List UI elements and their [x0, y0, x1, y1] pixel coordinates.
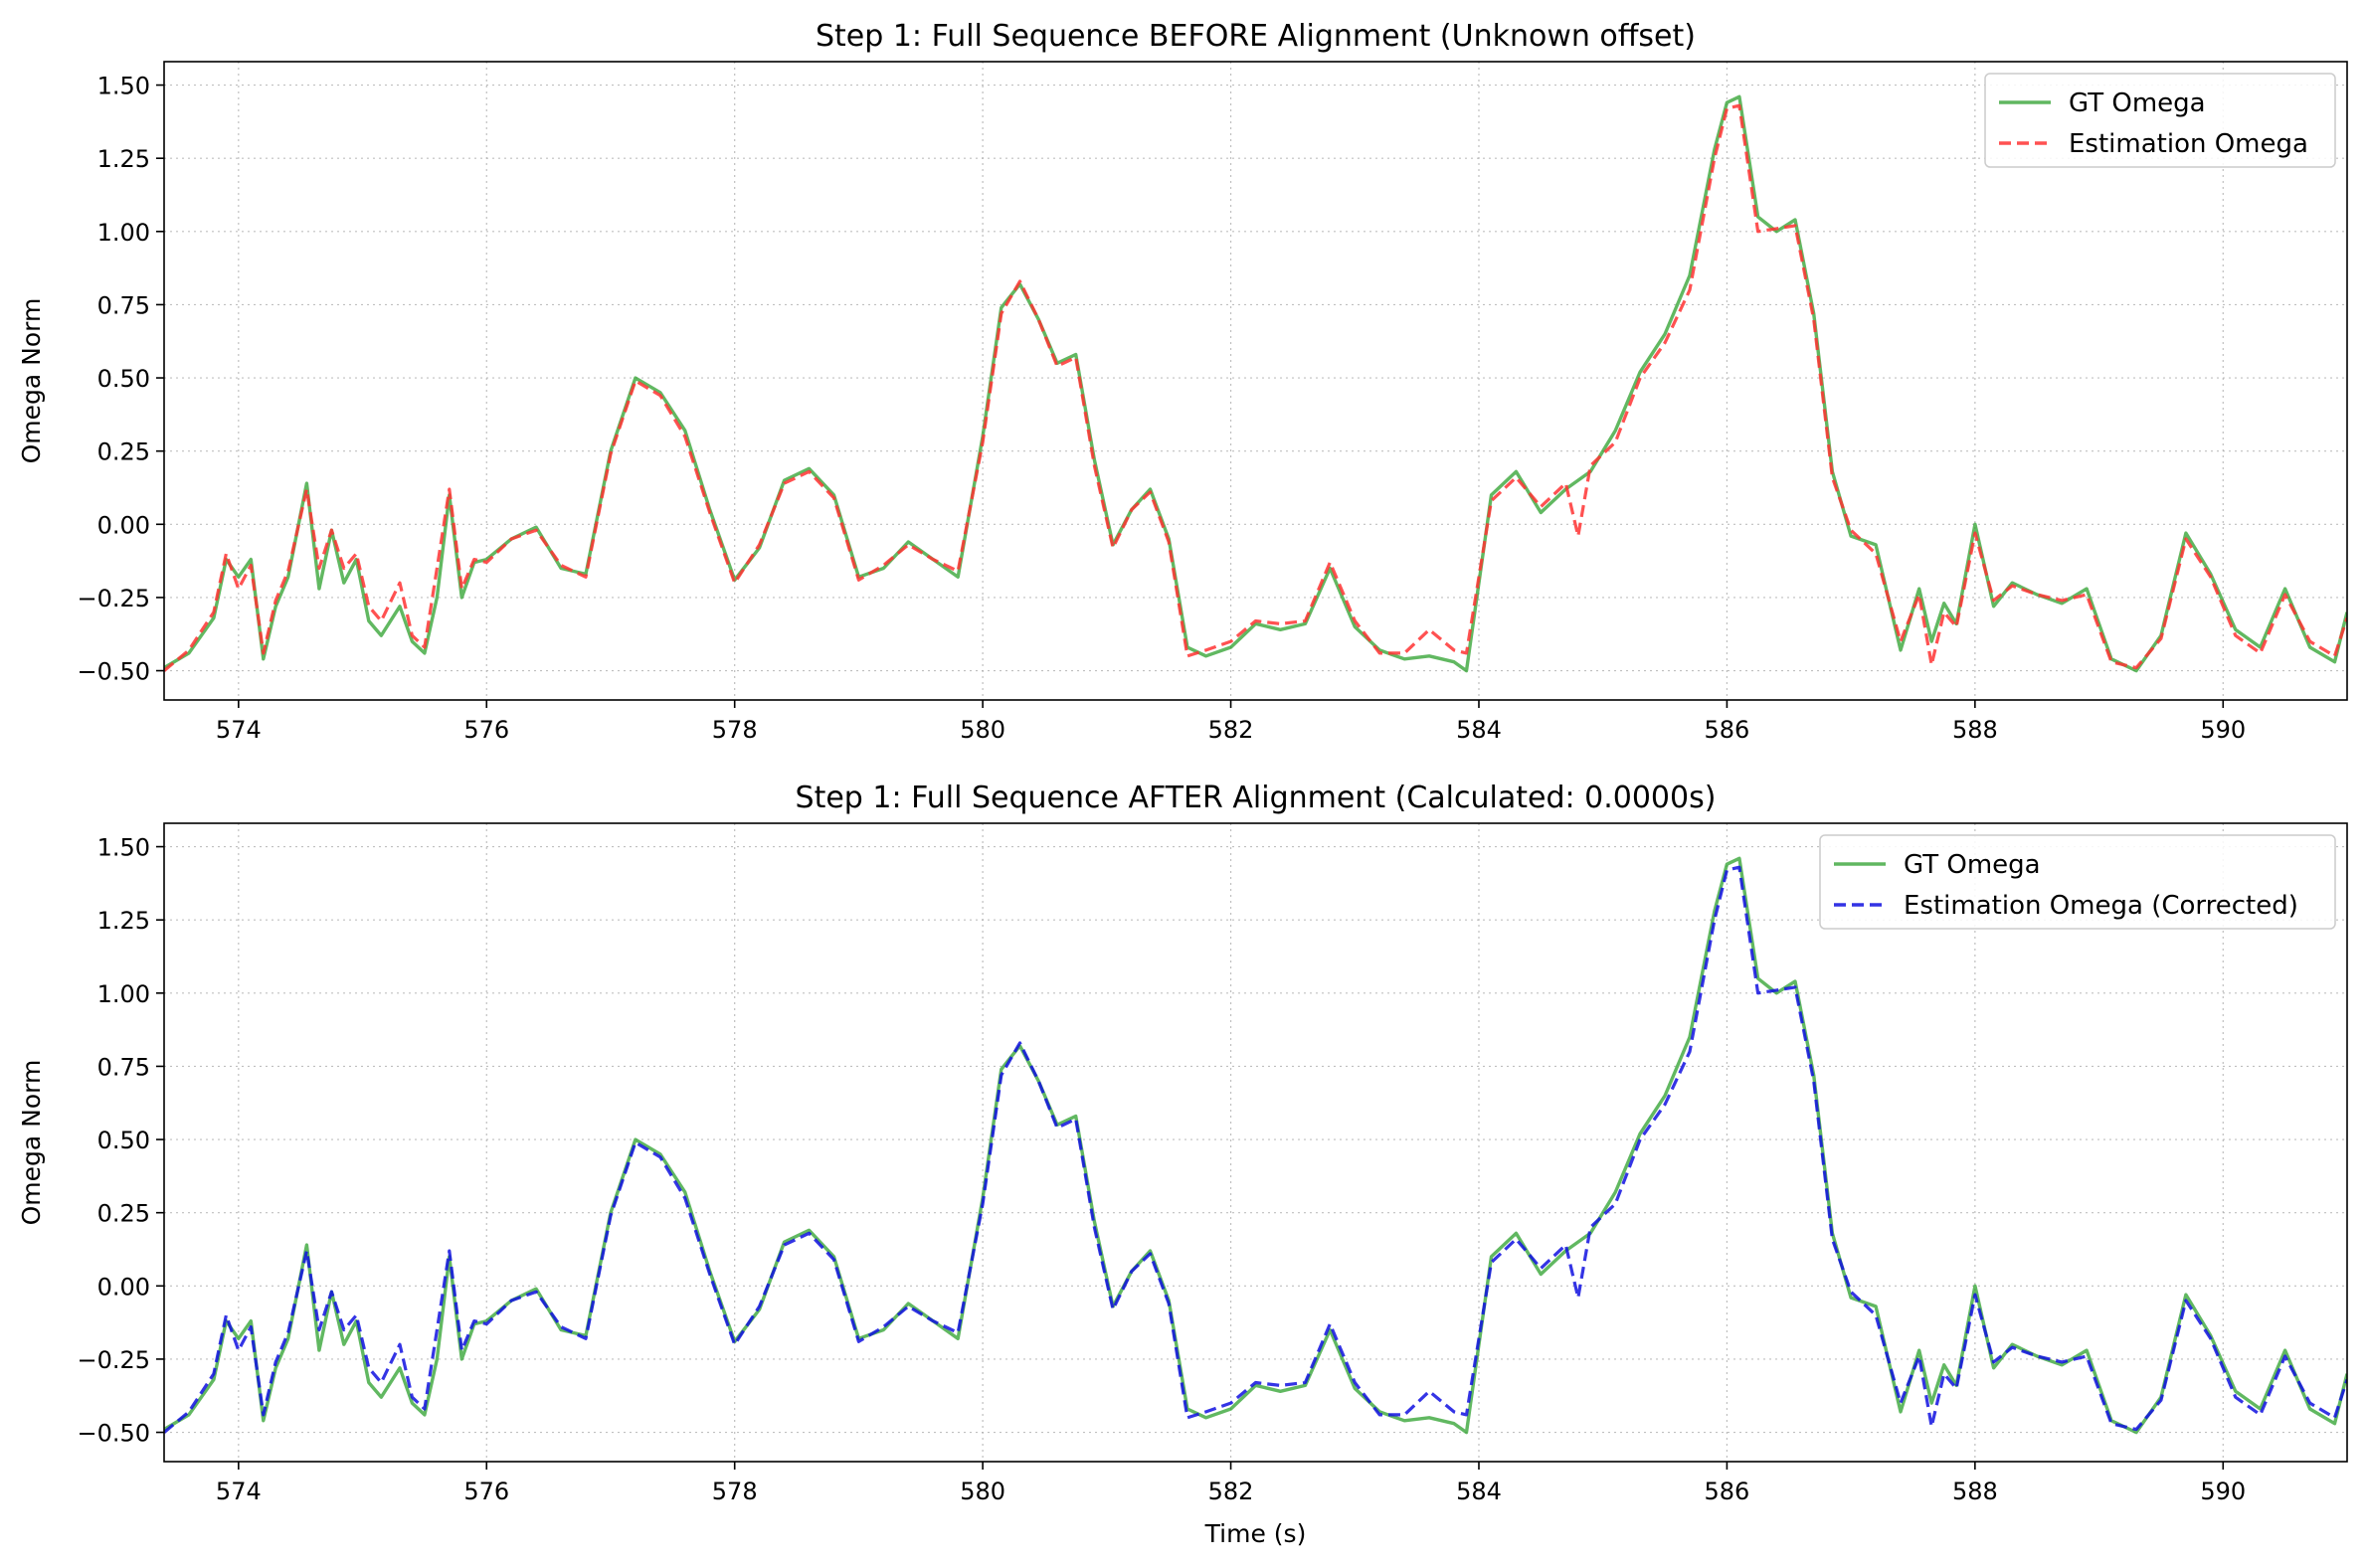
chart-panel-2: 574 576 578 580 582 584 586 588 590 −0.50 −0.25 0.0… — [17, 781, 2348, 1548]
axes-frame — [163, 61, 2348, 701]
y-tick-label: 1.50 — [97, 73, 150, 100]
y-tick-label: 0.25 — [97, 1200, 150, 1228]
series-line-estimation-omega — [164, 103, 2347, 672]
x-tick-label: 578 — [712, 716, 758, 744]
y-tick-label: 0.25 — [97, 438, 150, 466]
x-tick-label: 590 — [2200, 1478, 2246, 1505]
legend-entry: Estimation Omega (Corrected) — [1904, 891, 2298, 921]
series-line-estimation-omega — [164, 865, 2347, 1434]
x-tick-label: 580 — [960, 1478, 1005, 1505]
y-tick-label: 1.25 — [97, 145, 150, 173]
y-axis-label: Omega Norm — [17, 298, 46, 464]
y-tick-label: 1.00 — [97, 980, 150, 1008]
chart-title: Step 1: Full Sequence AFTER Alignment (C… — [796, 781, 1717, 815]
legend-box — [1984, 73, 2336, 168]
legend-entry: Estimation Omega — [2069, 129, 2308, 159]
y-tick-label: 0.50 — [97, 365, 150, 393]
y-tick-label: 0.75 — [97, 1053, 150, 1081]
legend: GT Omega Estimation Omega — [1984, 73, 2336, 168]
legend-entry: GT Omega — [2069, 88, 2206, 118]
y-tick-label: 1.50 — [97, 834, 150, 862]
y-tick-label: 0.50 — [97, 1127, 150, 1154]
chart-title: Step 1: Full Sequence BEFORE Alignment (… — [816, 19, 1696, 54]
legend: GT Omega Estimation Omega (Corrected) — [1819, 834, 2336, 930]
x-tick-label: 584 — [1456, 1478, 1502, 1505]
x-tick-label: 586 — [1705, 1478, 1750, 1505]
x-tick-label: 584 — [1456, 716, 1502, 744]
axes-frame — [163, 822, 2348, 1463]
x-tick-label: 582 — [1208, 1478, 1254, 1505]
x-tick-label: 586 — [1705, 716, 1750, 744]
x-tick-label: 574 — [216, 1478, 262, 1505]
legend-box — [1819, 834, 2336, 930]
x-tick-label: 582 — [1208, 716, 1254, 744]
x-axis-label: Time (s) — [1204, 1519, 1307, 1548]
y-tick-label: 1.00 — [97, 219, 150, 247]
y-tick-label: −0.25 — [77, 585, 150, 612]
y-tick-label: 0.75 — [97, 291, 150, 319]
x-tick-label: 578 — [712, 1478, 758, 1505]
chart-panel-1: 574 576 578 580 582 584 586 588 590 −0.50 −0.25 0.0… — [17, 19, 2348, 744]
legend-entry: GT Omega — [1904, 850, 2041, 880]
y-axis-label: Omega Norm — [17, 1060, 46, 1226]
x-tick-label: 574 — [216, 716, 262, 744]
x-tick-label: 576 — [463, 1478, 509, 1505]
y-tick-label: −0.50 — [77, 1420, 150, 1448]
x-tick-label: 588 — [1952, 1478, 1998, 1505]
y-tick-label: 1.25 — [97, 907, 150, 935]
y-tick-label: 0.00 — [97, 1273, 150, 1301]
series-line-gt-omega — [164, 94, 2347, 673]
y-tick-label: −0.50 — [77, 658, 150, 686]
x-tick-label: 580 — [960, 716, 1005, 744]
x-tick-label: 588 — [1952, 716, 1998, 744]
x-tick-label: 576 — [463, 716, 509, 744]
x-tick-label: 590 — [2200, 716, 2246, 744]
y-tick-label: 0.00 — [97, 511, 150, 539]
y-tick-label: −0.25 — [77, 1346, 150, 1374]
series-line-gt-omega — [164, 856, 2347, 1435]
